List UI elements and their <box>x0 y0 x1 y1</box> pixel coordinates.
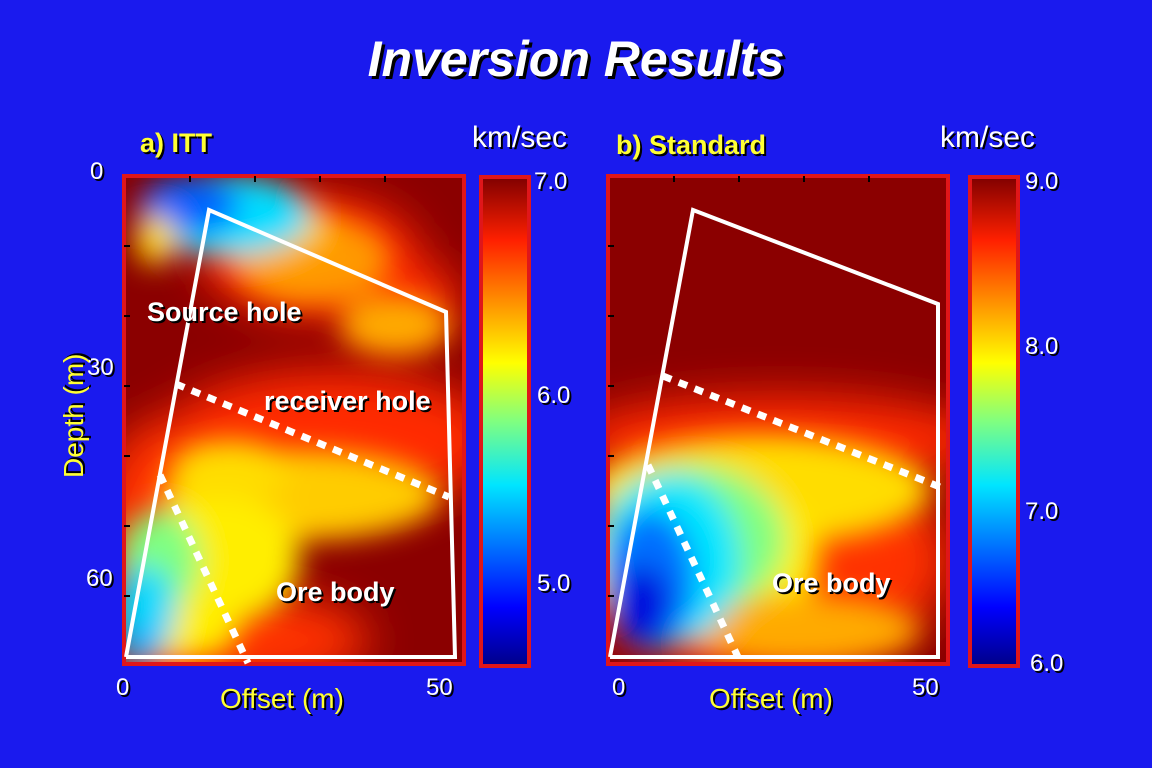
itt-panel-label: a) ITT <box>140 128 212 158</box>
standard-colorbar-tick-8: 8.0 <box>1025 333 1059 360</box>
itt-colorbar-unit: km/sec <box>472 121 568 154</box>
itt-x-tick-50: 50 <box>426 674 453 701</box>
standard-x-axis-label: Offset (m) <box>709 683 833 714</box>
itt-map-frame <box>122 174 466 666</box>
standard-borehole-outline <box>608 207 942 659</box>
standard-colorbar-tick-6: 6.0 <box>1030 650 1064 677</box>
itt-colorbar <box>481 177 529 666</box>
itt-y-tick-30: 30 <box>87 354 114 381</box>
itt-colorbar-tick-5: 5.0 <box>537 570 571 597</box>
itt-y-tick-0: 0 <box>90 158 104 185</box>
itt-colorbar-tick-7: 7.0 <box>534 168 568 195</box>
standard-velocity-map <box>608 176 948 664</box>
source-hole-annotation: Source hole <box>147 297 302 327</box>
itt-ore-body-annotation: Ore body <box>276 577 395 607</box>
itt-map-ticks <box>124 176 386 597</box>
standard-x-tick-50: 50 <box>912 674 939 701</box>
standard-colorbar-unit: km/sec <box>940 121 1036 154</box>
itt-borehole-outline <box>124 207 458 665</box>
standard-map-frame <box>606 174 950 666</box>
itt-x-axis-label: Offset (m) <box>220 683 344 714</box>
standard-colorbar <box>970 177 1018 666</box>
receiver-hole-annotation: receiver hole <box>264 386 431 416</box>
itt-upper-dashed-boundary <box>174 380 451 501</box>
standard-colorbar-tick-7: 7.0 <box>1025 498 1059 525</box>
standard-map-ticks <box>608 176 870 597</box>
itt-colorbar-tick-6: 6.0 <box>537 382 571 409</box>
itt-velocity-map <box>124 176 464 664</box>
standard-ore-body-annotation: Ore body <box>772 568 891 598</box>
itt-lower-dashed-boundary <box>156 473 252 665</box>
standard-panel-label: b) Standard <box>616 130 767 160</box>
page-title: Inversion Results <box>367 31 785 87</box>
itt-x-tick-0: 0 <box>116 674 130 701</box>
standard-colorbar-tick-9: 9.0 <box>1025 168 1059 195</box>
itt-y-tick-60: 60 <box>86 565 113 592</box>
standard-lower-dashed-boundary <box>644 463 742 659</box>
itt-y-axis-label: Depth (m) <box>58 353 89 478</box>
standard-x-tick-0: 0 <box>612 674 626 701</box>
